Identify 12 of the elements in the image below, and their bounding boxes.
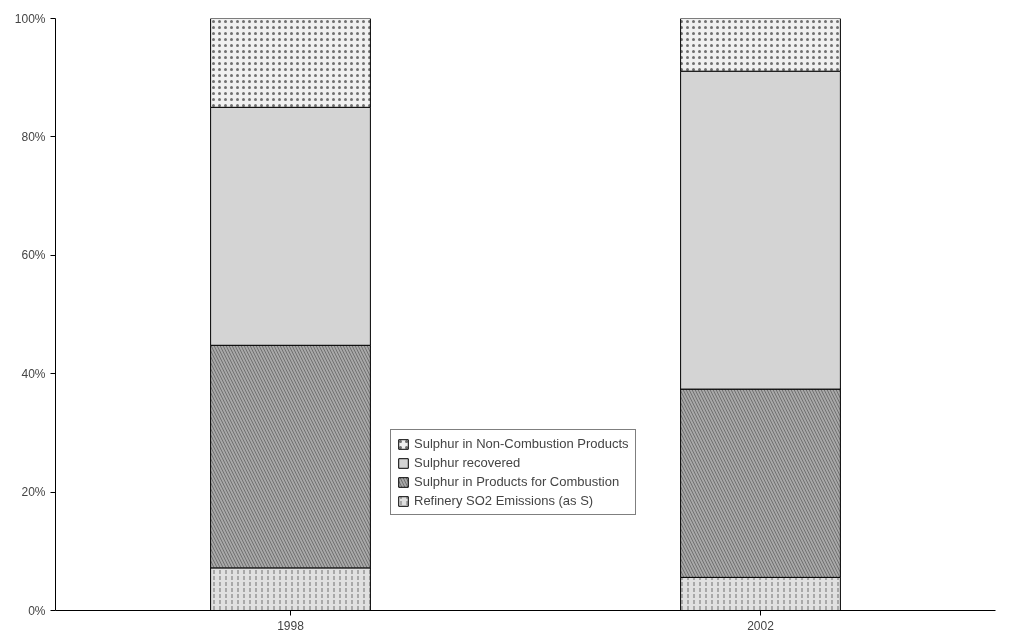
y-tick-label: 40%: [21, 366, 46, 381]
legend-label: Sulphur recovered: [414, 455, 521, 470]
y-tick-label: 20%: [21, 485, 46, 500]
y-tick-label: 100%: [14, 11, 46, 26]
x-tick-label: 2002: [747, 618, 775, 633]
legend-label: Sulphur in Non-Combustion Products: [414, 436, 629, 451]
y-tick-label: 80%: [21, 129, 46, 144]
x-tick-label: 1998: [277, 618, 305, 633]
legend-label: Refinery SO2 Emissions (as S): [414, 493, 594, 508]
legend-label: Sulphur in Products for Combustion: [414, 474, 620, 489]
y-tick-label: 60%: [21, 248, 46, 263]
y-tick-label: 0%: [28, 603, 46, 618]
